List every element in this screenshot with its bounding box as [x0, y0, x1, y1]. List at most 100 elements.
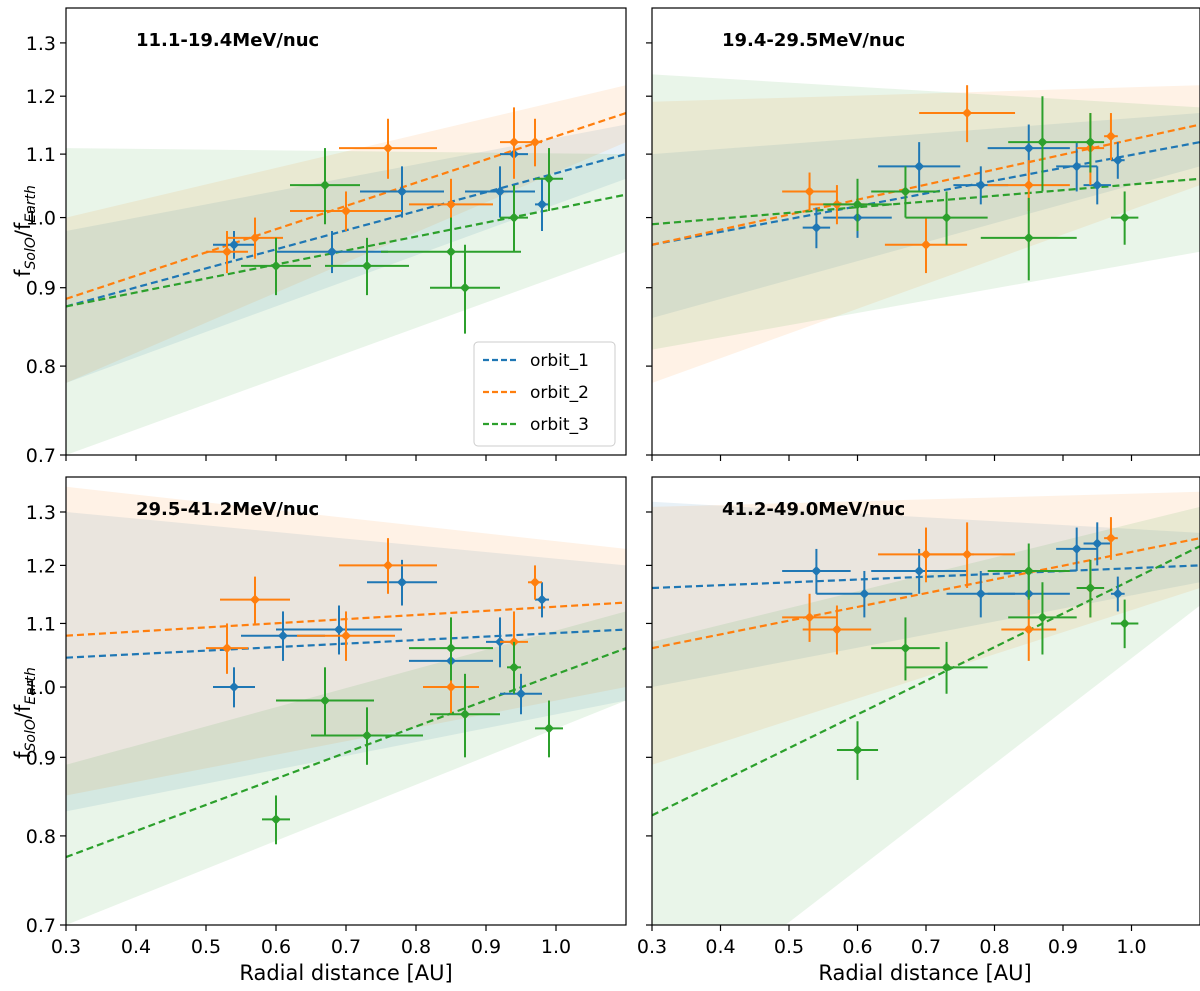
data-point-orbit-3	[311, 707, 423, 765]
data-point-orbit-2	[206, 623, 248, 674]
fit-line-orbit-2	[652, 537, 1200, 650]
confidence-band-orbit-3	[66, 148, 626, 455]
y-tick-label: 0.7	[26, 445, 56, 467]
legend-item-orbit-3: orbit_3	[483, 415, 589, 435]
data-point-orbit-3	[290, 148, 360, 225]
panel-top-left: 0.7 0.8 0.9 1.0 1.1 1.2 1.3 11.1-19.4MeV/nuc	[26, 7, 627, 467]
data-point-orbit-3	[262, 795, 290, 845]
panel-bottom-left: 0.3 0.4 0.5 0.6 0.7 0.8 0.9 1.0 0.7 0.8 0.9 1.0 1.1 1…	[26, 476, 627, 958]
data-point-orbit-3	[381, 217, 521, 288]
data-point-orbit-3	[430, 244, 500, 334]
legend-label-orbit-2: orbit_2	[530, 383, 589, 403]
data-point-orbit-1	[802, 207, 831, 249]
data-point-orbit-3	[409, 617, 493, 681]
data-point-orbit-3	[500, 185, 528, 252]
y-axis-label-bottom: fSolO/fEarth	[11, 667, 39, 759]
data-point-orbit-1	[276, 605, 402, 655]
data-point-orbit-3	[905, 641, 988, 694]
y-tick-label: 0.7	[26, 915, 56, 937]
x-axis-label-right: Radial distance [AU]	[818, 961, 1031, 985]
y-tick-label: 1.0	[26, 677, 56, 699]
data-point-orbit-3	[1008, 582, 1077, 655]
data-point-orbit-1	[1056, 527, 1098, 571]
x-tick-label: 0.6	[842, 936, 872, 958]
y-tick-label: 1.2	[26, 86, 56, 108]
data-point-orbit-3	[871, 617, 940, 681]
panel-title: 41.2-49.0MeV/nuc	[722, 499, 905, 520]
data-point-orbit-2	[297, 611, 395, 661]
data-point-orbit-2	[884, 217, 968, 274]
data-point-orbit-1	[1083, 522, 1111, 566]
data-point-orbit-3	[1076, 559, 1105, 618]
fit-line-orbit-1	[652, 141, 1200, 246]
data-point-orbit-3	[1110, 599, 1139, 649]
data-point-orbit-2	[1104, 517, 1118, 560]
data-point-orbit-1	[1083, 166, 1111, 205]
fit-line-orbit-3	[66, 193, 626, 308]
data-point-orbit-3	[905, 191, 988, 245]
fit-line-orbit-2	[652, 123, 1200, 246]
panel-bottom-right: 0.3 0.4 0.5 0.6 0.7 0.8 0.9 1.0 41.2-49.0MeV/nuc	[637, 476, 1200, 958]
y-tick-label: 1.3	[26, 502, 56, 524]
data-point-orbit-1	[782, 548, 851, 594]
data-point-orbit-2	[227, 217, 283, 259]
data-point-orbit-2	[528, 118, 542, 167]
data-point-orbit-2	[528, 565, 542, 600]
x-tick-label: 0.5	[191, 936, 221, 958]
data-point-orbit-3	[241, 237, 311, 296]
fit-line-orbit-3	[652, 545, 1200, 817]
x-tick-label: 0.9	[1048, 936, 1078, 958]
y-tick-label: 0.9	[26, 747, 56, 769]
data-point-orbit-2	[1104, 113, 1118, 161]
x-tick-label: 0.5	[774, 936, 804, 958]
data-point-orbit-3	[535, 148, 563, 211]
x-tick-label: 0.4	[121, 936, 151, 958]
x-axis-label-left: Radial distance [AU]	[239, 961, 452, 985]
x-tick-label: 0.9	[471, 936, 501, 958]
y-tick-label: 1.1	[26, 144, 56, 166]
x-tick-label: 0.8	[401, 936, 431, 958]
data-point-orbit-2	[919, 522, 1016, 589]
data-point-orbit-2	[290, 191, 402, 232]
data-point-orbit-3	[836, 721, 879, 780]
data-point-orbit-1	[816, 570, 913, 618]
data-point-orbit-3	[1110, 191, 1139, 245]
data-point-orbit-3	[823, 178, 892, 232]
confidence-band-orbit-1	[652, 113, 1200, 318]
data-point-orbit-2	[339, 538, 437, 594]
data-point-orbit-3	[871, 166, 940, 218]
data-point-orbit-3	[430, 673, 500, 758]
x-tick-label: 0.3	[637, 936, 667, 958]
legend: orbit_1 orbit_2 orbit_3	[473, 341, 616, 447]
y-tick-label: 1.3	[26, 33, 56, 55]
y-tick-label: 1.0	[26, 208, 56, 230]
data-point-orbit-3	[276, 667, 374, 736]
x-tick-label: 0.8	[979, 936, 1009, 958]
data-point-orbit-1	[465, 166, 535, 218]
data-point-orbit-2	[802, 605, 872, 655]
fit-line-orbit-3	[652, 177, 1200, 226]
data-point-orbit-1	[213, 231, 255, 259]
data-point-orbit-3	[1076, 113, 1105, 173]
data-point-orbit-1	[500, 673, 542, 715]
legend-item-orbit-2: orbit_2	[483, 383, 589, 403]
legend-label-orbit-1: orbit_1	[530, 351, 589, 371]
data-point-orbit-1	[535, 582, 549, 618]
y-axis-label-top: fSolO/fEarth	[11, 185, 39, 277]
confidence-band-orbit-3	[66, 611, 626, 925]
data-point-orbit-2	[220, 576, 290, 624]
data-point-orbit-2	[409, 178, 493, 232]
panel-title: 19.4-29.5MeV/nuc	[722, 30, 905, 51]
data-point-orbit-3	[987, 543, 1070, 600]
confidence-band-orbit-1	[66, 124, 626, 383]
y-tick-label: 1.2	[26, 555, 56, 577]
confidence-band-orbit-2	[652, 491, 1200, 765]
data-point-orbit-2	[339, 118, 437, 179]
data-point-orbit-2	[782, 593, 837, 642]
data-point-orbit-1	[871, 548, 968, 594]
x-tick-label: 1.0	[541, 936, 571, 958]
data-point-orbit-1	[878, 142, 961, 192]
fit-line-orbit-3	[66, 647, 626, 859]
x-tick-label: 0.6	[261, 936, 291, 958]
